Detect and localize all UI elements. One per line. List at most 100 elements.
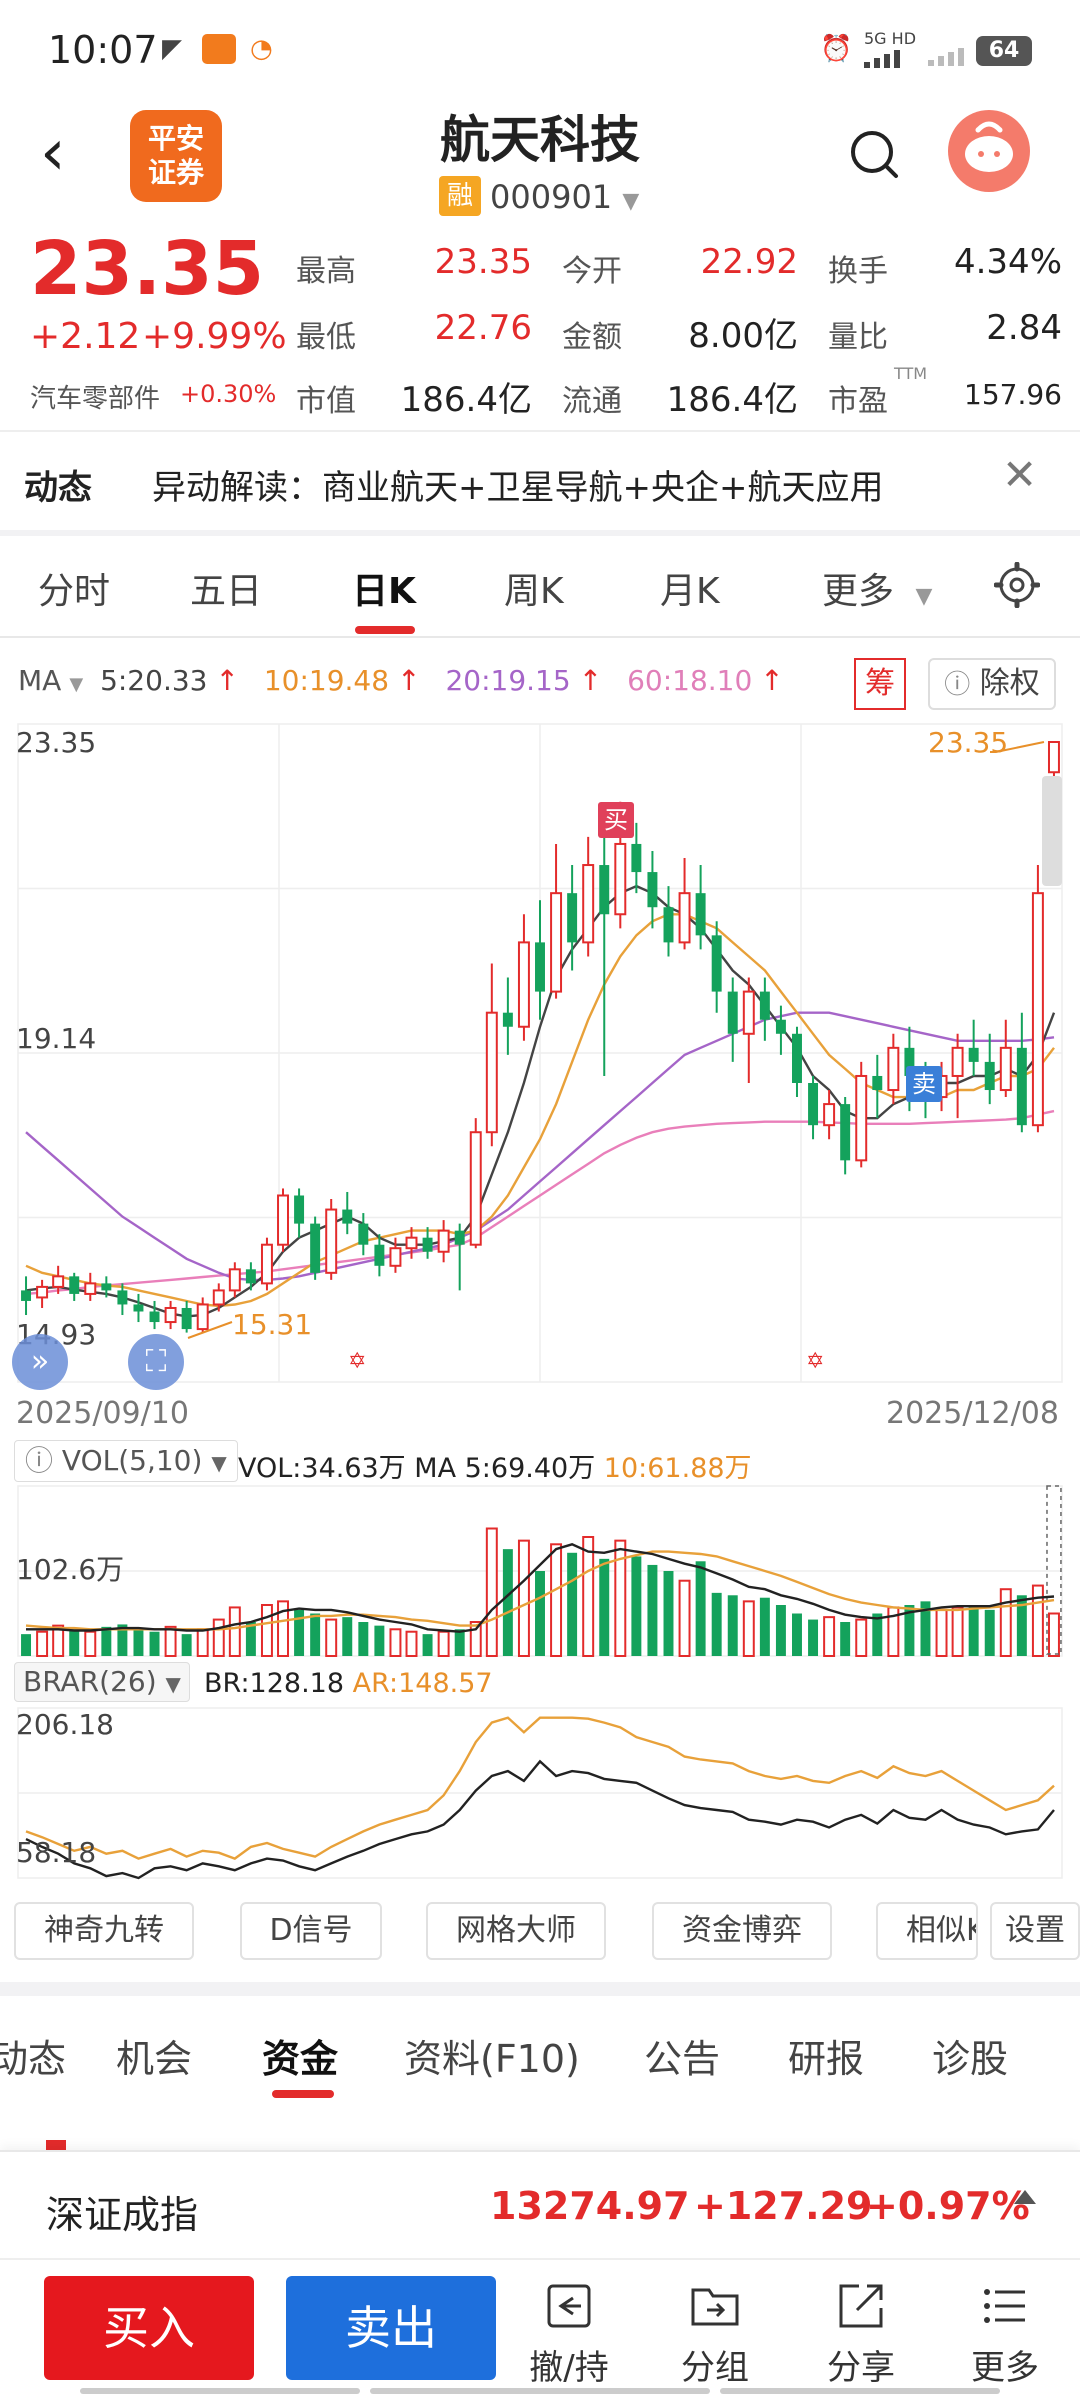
volume-bar [840, 1622, 851, 1656]
volume-indicator-label: VOL(5,10) [61, 1444, 203, 1477]
tab-intraday[interactable]: 分时 [38, 571, 111, 612]
volume-bar [228, 1606, 241, 1658]
tab-daily-k[interactable]: 日K [352, 571, 416, 612]
group-label: 分组 [681, 2348, 749, 2388]
volume-bar [502, 1549, 513, 1656]
tool-grid-master[interactable]: 网格大师 [426, 1902, 606, 1960]
close-icon[interactable]: ✕ [1002, 450, 1038, 499]
volume-bars [21, 1485, 1062, 1658]
divider [0, 530, 1080, 536]
candle-body [614, 842, 627, 916]
buy-button[interactable]: 买入 [44, 2276, 254, 2380]
stat-value: 2.84 [986, 308, 1062, 348]
tool-similar-k[interactable]: 相似K线 [876, 1902, 978, 1960]
tab-weekly-k[interactable]: 周K [504, 571, 564, 612]
menu-icon [984, 2289, 1025, 2323]
tab-more-label: 更多 [822, 571, 895, 612]
candle-body [742, 990, 755, 1035]
volume-bar [935, 1608, 948, 1658]
news-strip[interactable] [0, 430, 1080, 530]
share-button[interactable]: 分享 [806, 2280, 916, 2389]
volume-bar [52, 1624, 65, 1657]
tab-monthly-k[interactable]: 月K [660, 571, 720, 612]
brar-indicator-select[interactable]: BRAR(26) ▼ [14, 1662, 190, 1702]
candle-body [454, 1230, 465, 1245]
tab-capital[interactable]: 资金 [262, 2037, 339, 2081]
candle-body [968, 1047, 979, 1062]
tab-five-day[interactable]: 五日 [190, 571, 263, 612]
volume-bar [389, 1628, 402, 1658]
sell-button[interactable]: 卖出 [286, 2276, 496, 2380]
volume-bar [212, 1618, 225, 1657]
volume-bar [792, 1613, 802, 1656]
candle-body [164, 1306, 177, 1324]
volume-bar [550, 1543, 563, 1658]
tool-d-signal[interactable]: D信号 [240, 1902, 382, 1960]
scroll-handle [1042, 776, 1062, 886]
br-value: BR:128.18 [204, 1668, 345, 1699]
chip-distribution-button[interactable]: 筹 [854, 658, 906, 710]
candle-body [550, 892, 563, 993]
back-button[interactable]: ‹ [40, 116, 66, 190]
tab-announcements[interactable]: 公告 [644, 2037, 721, 2081]
group-button[interactable]: 分组 [660, 2280, 770, 2389]
sector-name[interactable]: 汽车零部件 [30, 384, 161, 414]
ma-legend[interactable]: MA ▼ 5:20.33 ↑ 10:19.48 ↑ 20:19.15 ↑ 60:18.1… [18, 664, 800, 697]
brar-axis-min: 58.18 [16, 1836, 97, 1869]
stock-name: 航天科技 [440, 111, 640, 169]
candle-body [469, 1131, 482, 1246]
stock-code[interactable]: 000901 ▼ [490, 178, 639, 216]
ma60-line [25, 1109, 1055, 1296]
tool-magic-nine[interactable]: 神奇九转 [14, 1902, 194, 1960]
signal-icon [928, 48, 964, 66]
vol-value: VOL:34.63万 [238, 1453, 406, 1484]
news-text[interactable]: 异动解读：商业航天+卫星导航+央企+航天应用 [152, 468, 884, 508]
tab-research[interactable]: 研报 [788, 2037, 865, 2081]
stat-superscript: TTM [894, 364, 928, 383]
event-marker: ✡ [806, 1349, 824, 1374]
ma10-value: 10:19.48 ↑ [264, 664, 429, 697]
tab-diagnosis[interactable]: 诊股 [932, 2037, 1009, 2081]
fullscreen-icon[interactable]: ⛶ [128, 1334, 184, 1390]
sell-signal-marker[interactable]: 卖 [906, 1066, 942, 1102]
high-annotation: 23.35 [928, 726, 1009, 759]
gear-icon[interactable] [994, 562, 1040, 608]
candle-body [245, 1269, 256, 1284]
index-bar[interactable] [0, 2150, 1080, 2258]
volume-bar [582, 1536, 595, 1657]
search-icon[interactable] [848, 128, 900, 180]
tab-profile[interactable]: 资料(F10) [404, 2037, 580, 2081]
tab-more[interactable]: 更多 ▼ [822, 562, 932, 614]
candle-body [887, 1046, 900, 1092]
more-button[interactable]: 更多 [950, 2280, 1060, 2389]
info-icon: ⓘ [944, 670, 971, 700]
cancel-hold-button[interactable]: 撤/持 [514, 2280, 624, 2389]
candle-body [277, 1194, 289, 1246]
buy-signal-marker[interactable]: 买 [598, 802, 634, 838]
assistant-avatar[interactable] [948, 110, 1030, 192]
volume-bar [405, 1630, 418, 1657]
volume-bar [245, 1622, 256, 1656]
tab-opportunity[interactable]: 机会 [116, 2037, 193, 2081]
index-change: +127.29 [694, 2184, 873, 2228]
stat-value: 4.34% [953, 242, 1062, 282]
tab-news[interactable]: 动态 [0, 2037, 67, 2081]
candle-body [502, 1012, 513, 1027]
ex-right-button[interactable]: ⓘ 除权 [928, 658, 1056, 710]
tool-capital-game[interactable]: 资金博弈 [652, 1902, 832, 1960]
candle-body [695, 893, 706, 936]
expand-left-icon[interactable]: » [12, 1334, 68, 1390]
volume-indicator-select[interactable]: ⓘ VOL(5,10) ▼ [14, 1440, 238, 1482]
ma-label: MA [18, 664, 62, 697]
tool-settings[interactable]: 设置 [990, 1902, 1080, 1960]
chevron-up-icon[interactable] [1014, 2190, 1036, 2204]
broker-logo[interactable]: 平安 证券 [130, 110, 222, 202]
volume-bar [663, 1571, 674, 1656]
candle-body [567, 893, 578, 943]
ar-value: AR:148.57 [352, 1668, 493, 1699]
candle-body [999, 1046, 1012, 1092]
low-pointer [187, 1321, 233, 1339]
candle-body [582, 864, 595, 944]
kline-chart[interactable]: ✡ ✡ [0, 720, 1080, 1890]
battery-icon: 64 [976, 36, 1032, 66]
